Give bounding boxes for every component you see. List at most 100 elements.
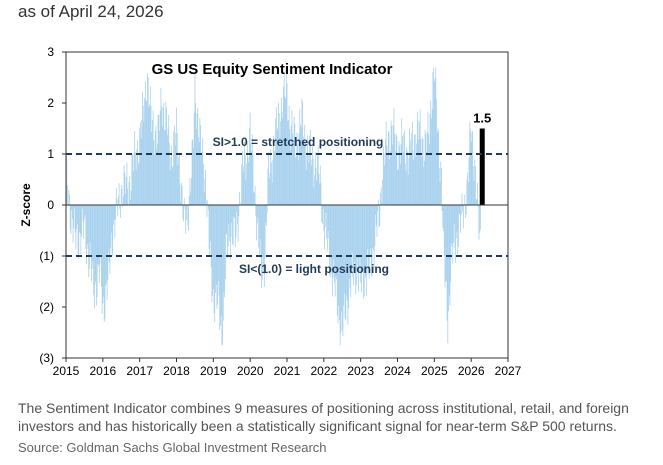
chart-svg: 3 2 1 0 (1) (2) (3)2015 2016 2017 2018 2019 2020 202… bbox=[19, 45, 522, 378]
sentiment-bar bbox=[374, 205, 376, 247]
sentiment-bar bbox=[188, 205, 189, 232]
sentiment-bar bbox=[439, 181, 441, 205]
sentiment-bar bbox=[261, 205, 262, 288]
sentiment-bar bbox=[223, 205, 225, 292]
sentiment-bar bbox=[339, 205, 341, 346]
sentiment-bar bbox=[278, 112, 280, 205]
sentiment-bar bbox=[69, 194, 70, 205]
x-tick-label: 2015 bbox=[53, 364, 80, 378]
sentiment-bar bbox=[136, 149, 138, 205]
sentiment-bar bbox=[88, 205, 90, 270]
sentiment-bar bbox=[228, 205, 230, 225]
sentiment-bar bbox=[108, 205, 109, 252]
sentiment-bar bbox=[210, 205, 211, 242]
sentiment-bar bbox=[462, 205, 464, 213]
sentiment-bar bbox=[330, 205, 332, 259]
sentiment-bar bbox=[205, 200, 207, 205]
sentiment-bar bbox=[207, 200, 209, 205]
sentiment-bar bbox=[351, 205, 352, 269]
sentiment-bar bbox=[80, 205, 82, 255]
sentiment-bar bbox=[212, 205, 214, 296]
sentiment-bar bbox=[346, 205, 347, 296]
sentiment-bar bbox=[407, 174, 409, 205]
sentiment-bar bbox=[440, 161, 442, 205]
sentiment-bar bbox=[171, 167, 173, 205]
sentiment-bar bbox=[225, 205, 227, 235]
sentiment-bar bbox=[204, 178, 206, 205]
sentiment-bar bbox=[214, 205, 216, 323]
sentiment-bar bbox=[88, 205, 90, 277]
sentiment-bar bbox=[327, 205, 329, 231]
sentiment-bar bbox=[258, 205, 260, 248]
sentiment-bar bbox=[312, 158, 314, 205]
sentiment-bar bbox=[122, 205, 124, 208]
sentiment-bar bbox=[378, 205, 380, 228]
sentiment-bar bbox=[415, 157, 417, 205]
sentiment-bar bbox=[325, 205, 327, 213]
sentiment-bar bbox=[71, 205, 73, 211]
sentiment-bar bbox=[192, 139, 194, 205]
sentiment-bar bbox=[95, 205, 97, 282]
sentiment-bar bbox=[444, 205, 446, 288]
sentiment-bar bbox=[254, 193, 255, 205]
sentiment-bar bbox=[290, 150, 291, 205]
sentiment-bar bbox=[82, 205, 84, 222]
sentiment-bar bbox=[271, 182, 273, 205]
sentiment-bar bbox=[165, 101, 167, 205]
x-tick-label: 2022 bbox=[310, 364, 337, 378]
sentiment-bar bbox=[76, 205, 78, 225]
sentiment-bar bbox=[346, 205, 348, 301]
sentiment-bar bbox=[231, 205, 233, 223]
sentiment-bar bbox=[477, 182, 478, 205]
sentiment-bar bbox=[201, 152, 203, 205]
sentiment-bar bbox=[470, 129, 471, 205]
sentiment-bar bbox=[390, 151, 391, 205]
sentiment-bar bbox=[451, 205, 453, 248]
sentiment-bar bbox=[109, 205, 111, 274]
sentiment-bar bbox=[390, 120, 392, 205]
sentiment-bar bbox=[363, 205, 365, 297]
sentiment-bar bbox=[91, 205, 92, 282]
sentiment-bar bbox=[155, 125, 157, 205]
sentiment-bar bbox=[140, 138, 142, 205]
sentiment-bar bbox=[281, 111, 283, 205]
sentiment-bar bbox=[379, 205, 381, 227]
sentiment-bar bbox=[178, 157, 180, 205]
sentiment-bar bbox=[256, 205, 258, 224]
sentiment-bar bbox=[184, 205, 186, 209]
sentiment-bar bbox=[314, 175, 316, 205]
sentiment-bar bbox=[331, 205, 333, 274]
sentiment-bar bbox=[474, 159, 476, 205]
sentiment-bar bbox=[400, 143, 402, 205]
sentiment-bar bbox=[137, 140, 138, 205]
sentiment-bar bbox=[427, 111, 429, 205]
sentiment-bar bbox=[206, 205, 208, 218]
sentiment-bar bbox=[414, 134, 415, 205]
sentiment-bar bbox=[401, 118, 403, 205]
x-tick-label: 2023 bbox=[347, 364, 374, 378]
x-tick-label: 2026 bbox=[458, 364, 485, 378]
sentiment-bar bbox=[409, 139, 411, 205]
sentiment-bar bbox=[454, 205, 456, 248]
sentiment-bar bbox=[284, 96, 286, 205]
sentiment-bar bbox=[294, 123, 296, 205]
sentiment-bar bbox=[232, 205, 233, 245]
sentiment-bar bbox=[266, 205, 268, 214]
sentiment-bar bbox=[249, 127, 250, 205]
sentiment-bar bbox=[403, 133, 405, 205]
sentiment-bar bbox=[97, 205, 99, 264]
bars-layer bbox=[65, 67, 485, 346]
sentiment-bar bbox=[130, 190, 132, 205]
sentiment-bar bbox=[121, 185, 123, 205]
sentiment-bar bbox=[464, 194, 466, 205]
sentiment-bar bbox=[273, 135, 274, 205]
sentiment-bar bbox=[258, 205, 260, 258]
sentiment-bar bbox=[114, 205, 116, 238]
y-axis-label: Z-score bbox=[19, 183, 33, 227]
sentiment-bar bbox=[78, 205, 80, 260]
sentiment-bar bbox=[382, 146, 384, 205]
sentiment-bar bbox=[167, 128, 169, 205]
sentiment-bar bbox=[271, 162, 272, 205]
sentiment-bar bbox=[297, 160, 299, 205]
sentiment-bar bbox=[146, 100, 148, 205]
